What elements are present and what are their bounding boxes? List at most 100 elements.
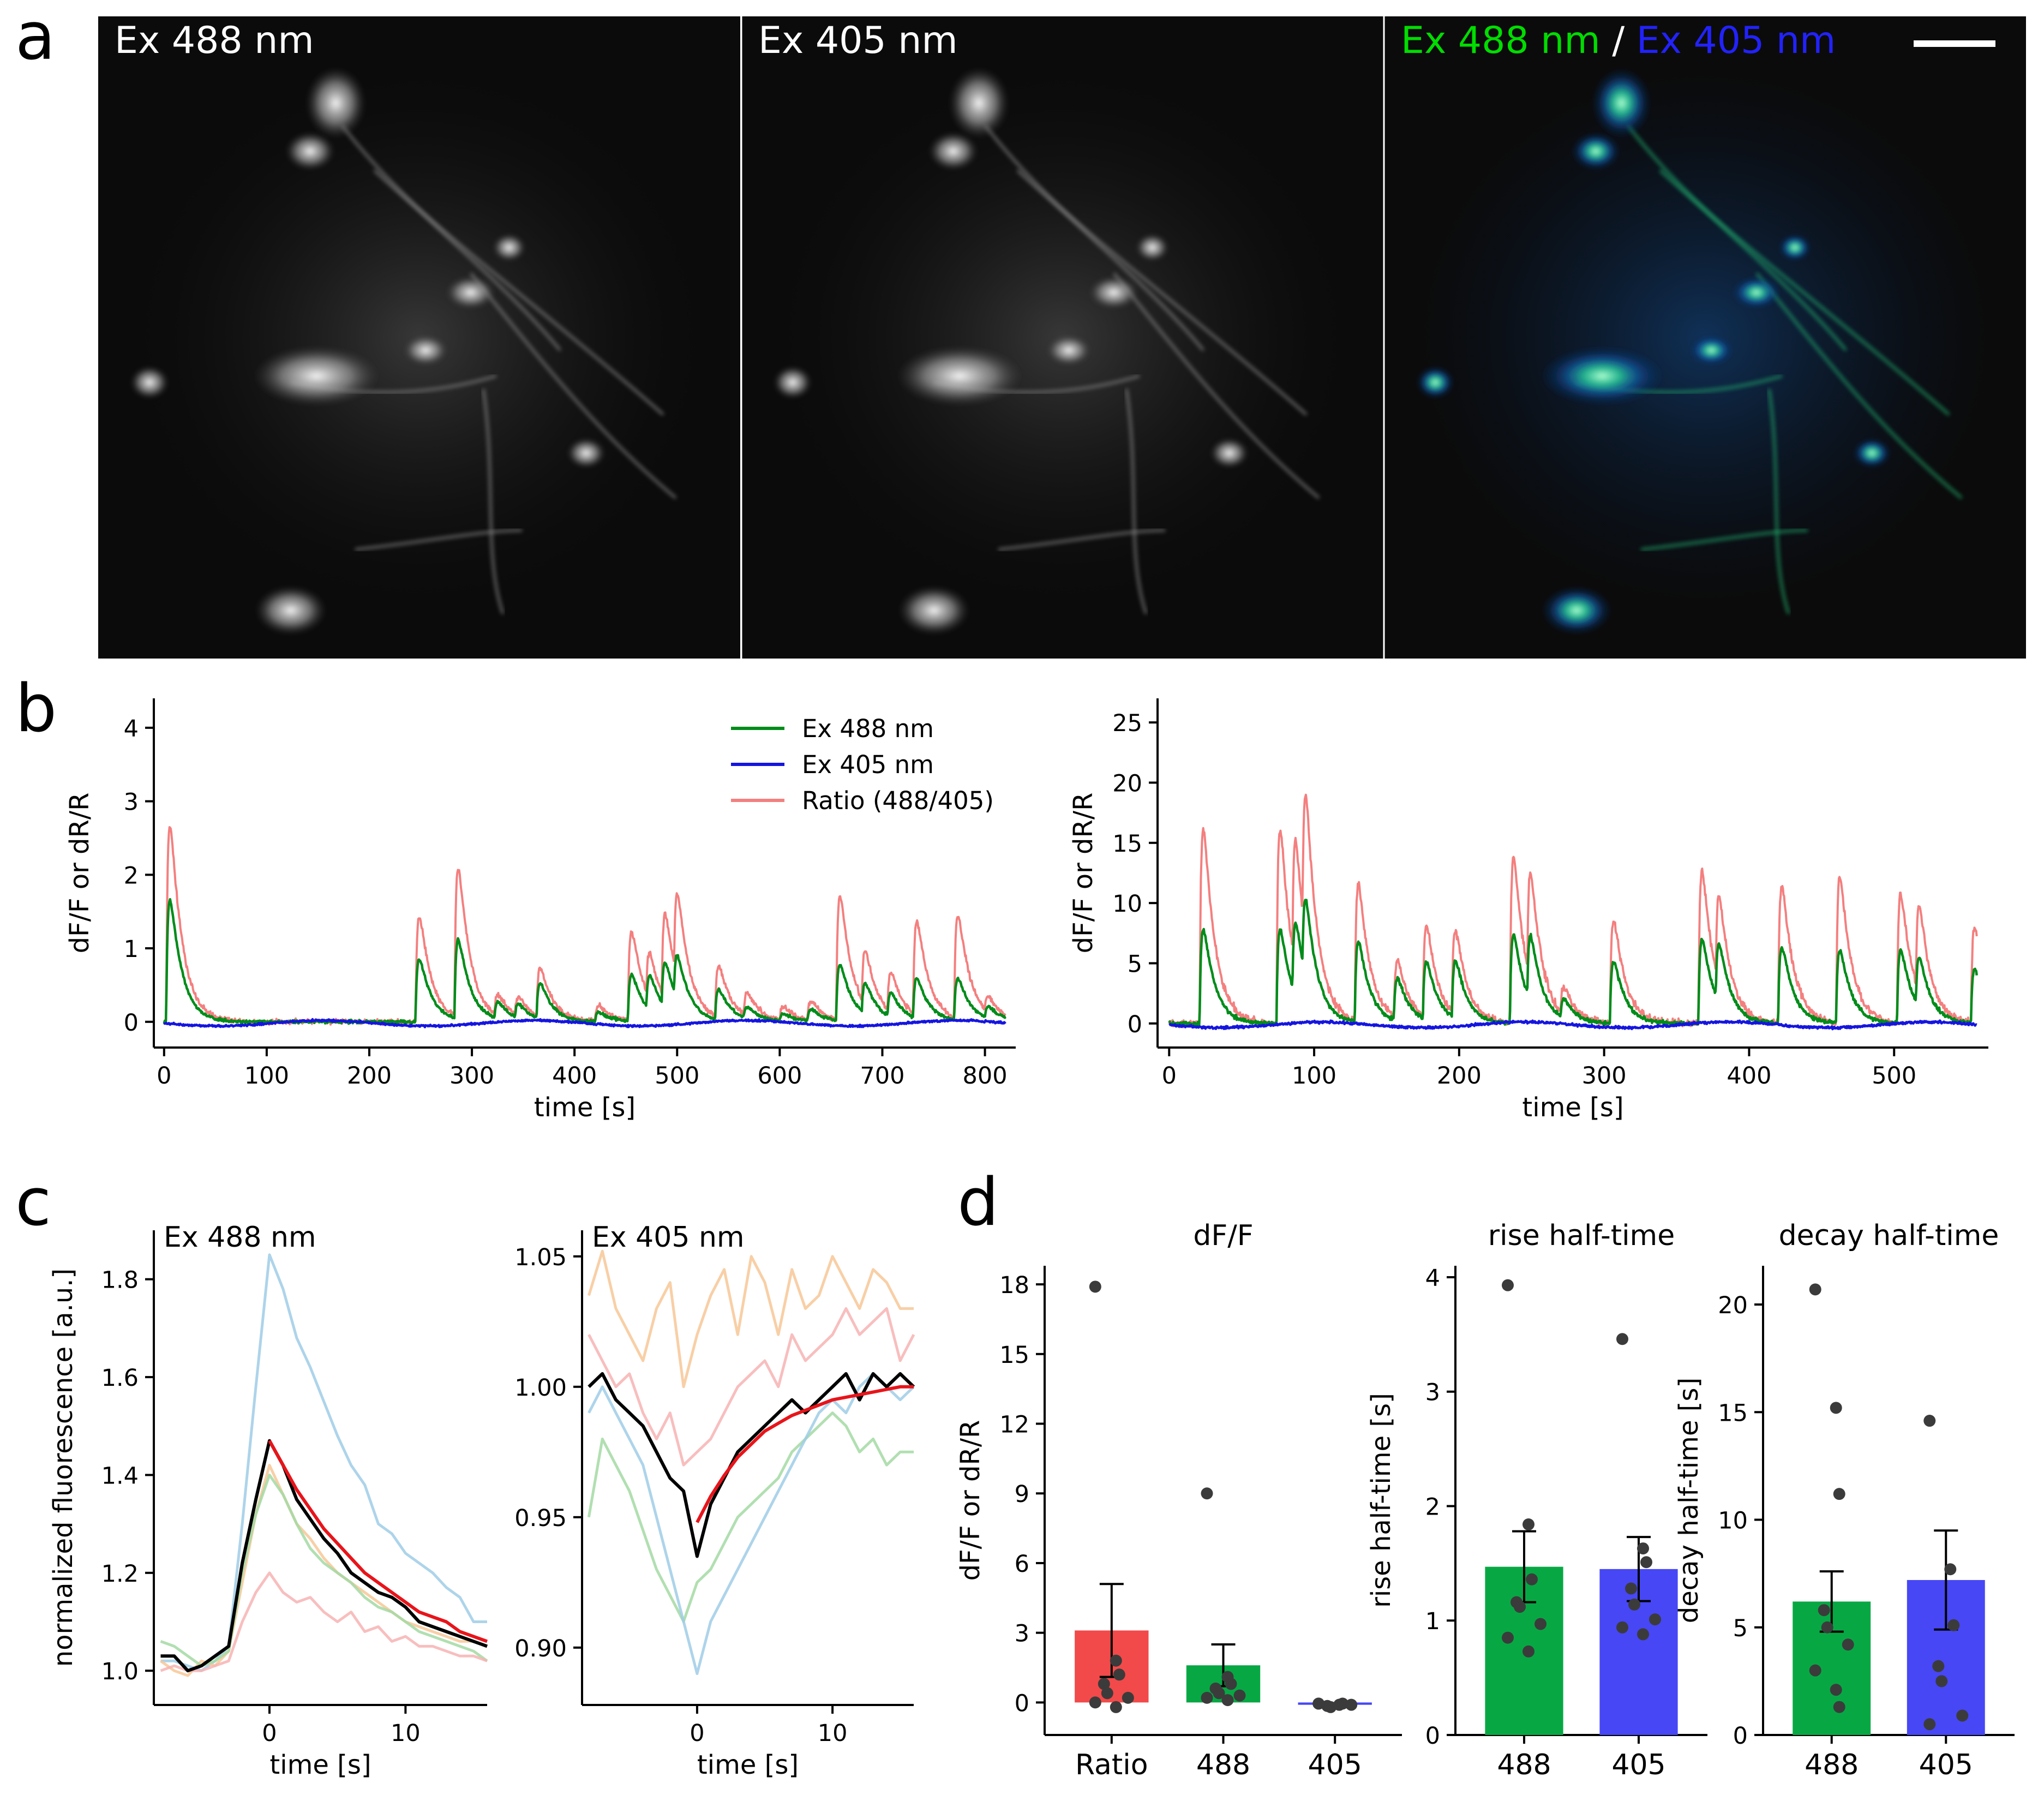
x-tick-label: 100 (1292, 1062, 1336, 1090)
data-point (1923, 1718, 1936, 1731)
individual-trace (160, 1474, 488, 1667)
individual-trace (588, 1249, 914, 1389)
micrograph-fiber (373, 169, 664, 416)
x-tick-label: 10 (818, 1720, 848, 1747)
y-tick-label: 0.90 (514, 1635, 567, 1662)
chart-title: Ex 405 nm (592, 1221, 745, 1254)
data-point (1514, 1601, 1526, 1613)
x-tick-label: 800 (963, 1062, 1008, 1090)
y-tick-label: 0 (1425, 1722, 1440, 1750)
data-point (1842, 1638, 1854, 1651)
y-tick-label: 4 (1425, 1265, 1440, 1292)
micrograph-fiber (1659, 169, 1950, 416)
y-tick-label: 1.8 (101, 1267, 139, 1294)
chart-title: rise half-time (1488, 1219, 1675, 1252)
data-point (1122, 1691, 1134, 1704)
y-tick-label: 25 (1112, 710, 1142, 737)
trace-ex-405 (163, 1018, 1006, 1028)
micrograph-fiber (984, 124, 1204, 351)
micrograph-cell (446, 276, 495, 309)
x-tick-label: 400 (1727, 1062, 1771, 1090)
data-point (1818, 1604, 1830, 1617)
data-point (1640, 1556, 1652, 1569)
micrograph-fiber (341, 124, 561, 351)
micrograph-cell-green (1601, 79, 1642, 127)
micrograph-cell-green (1560, 356, 1644, 396)
data-point (1333, 1698, 1346, 1711)
micrograph-cell (1047, 335, 1091, 366)
data-point (1616, 1333, 1628, 1345)
micrograph-cell (254, 346, 380, 406)
chart-d-dff: 0 3 6 9 12 15 18 dF/F or dR/R dF/F Ratio 488 405 (955, 1219, 1402, 1781)
micrograph-fiber (355, 529, 523, 551)
y-tick-label: 4 (124, 715, 139, 743)
individual-trace (588, 1307, 915, 1467)
y-tick-label: 1.4 (101, 1462, 139, 1489)
data-point (1502, 1279, 1514, 1291)
individual-trace (588, 1372, 915, 1676)
y-tick-label: 15 (999, 1342, 1029, 1369)
micrograph-cell-green (1740, 282, 1773, 304)
micrograph-fiber (1113, 272, 1320, 499)
individual-trace (160, 1464, 488, 1677)
y-axis-label: rise half-time [s] (1366, 1393, 1396, 1608)
micrograph-cell (404, 335, 448, 366)
x-tick-label: 200 (1437, 1062, 1482, 1090)
data-point (1098, 1678, 1110, 1690)
x-tick-label: 300 (449, 1062, 494, 1090)
data-point (1637, 1628, 1649, 1641)
chart-d-rise: 0 1 2 3 4 rise half-time [s] rise half-time 488… (1366, 1219, 1707, 1781)
data-point (1932, 1660, 1945, 1672)
data-point (1833, 1701, 1845, 1713)
individual-trace (160, 1571, 488, 1672)
legend-entry: Ex 405 nm (802, 750, 934, 779)
category-label: 405 (1308, 1749, 1362, 1781)
x-tick-label: 700 (860, 1062, 904, 1090)
micrograph-fiber (470, 272, 677, 499)
merge-title-green: Ex 488 nm (1401, 19, 1601, 62)
micrograph-title-488: Ex 488 nm (115, 19, 314, 62)
category-label: 405 (1919, 1749, 1973, 1781)
y-tick-label: 3 (124, 789, 139, 816)
data-point (1935, 1675, 1948, 1688)
data-point (1201, 1691, 1213, 1704)
chart-title: dF/F (1193, 1219, 1253, 1252)
y-axis-label: normalized fluorescence [a.u.] (48, 1269, 79, 1667)
merge-title-blue: Ex 405 nm (1637, 19, 1836, 62)
micrograph-fiber (1627, 124, 1847, 351)
y-tick-label: 1 (124, 936, 139, 963)
x-tick-label: 200 (347, 1062, 392, 1090)
fit-curve (696, 1385, 914, 1523)
micrograph-cell (928, 132, 978, 171)
data-point (1821, 1621, 1833, 1634)
micrograph-cell (897, 346, 1023, 406)
micrograph-1 (740, 16, 1383, 659)
y-tick-label: 0 (124, 1009, 139, 1037)
micrograph-fiber (1016, 169, 1308, 416)
data-point (1628, 1598, 1640, 1611)
x-tick-label: 0 (1162, 1062, 1177, 1090)
y-tick-label: 0 (1015, 1690, 1029, 1717)
chart-d-decay: 0 5 10 15 20 decay half-time [s] decay half-ti… (1674, 1219, 2015, 1781)
data-point (1522, 1645, 1535, 1658)
y-axis-label: dF/F or dR/R (1068, 793, 1099, 954)
x-axis-label: time [s] (269, 1750, 371, 1780)
trace-ex-488 (163, 898, 1007, 1025)
micrograph-fiber (998, 529, 1166, 551)
micrograph-cell (774, 366, 812, 399)
micrograph-cell (1210, 438, 1249, 468)
data-point (1649, 1613, 1661, 1626)
micrograph-cell (898, 585, 970, 635)
data-point (1833, 1488, 1845, 1500)
legend-entry: Ex 488 nm (802, 714, 934, 743)
chart-b-left: 0 100 200 300 400 500 600 700 800 0 1 2 3 4 time [s] dF… (64, 698, 1016, 1123)
data-point (1526, 1573, 1538, 1585)
y-tick-label: 10 (1112, 890, 1142, 918)
data-point (1535, 1618, 1547, 1630)
mean-trace (160, 1439, 488, 1673)
mean-trace (588, 1372, 915, 1558)
data-point (1089, 1281, 1101, 1293)
micrograph-0 (98, 16, 740, 659)
